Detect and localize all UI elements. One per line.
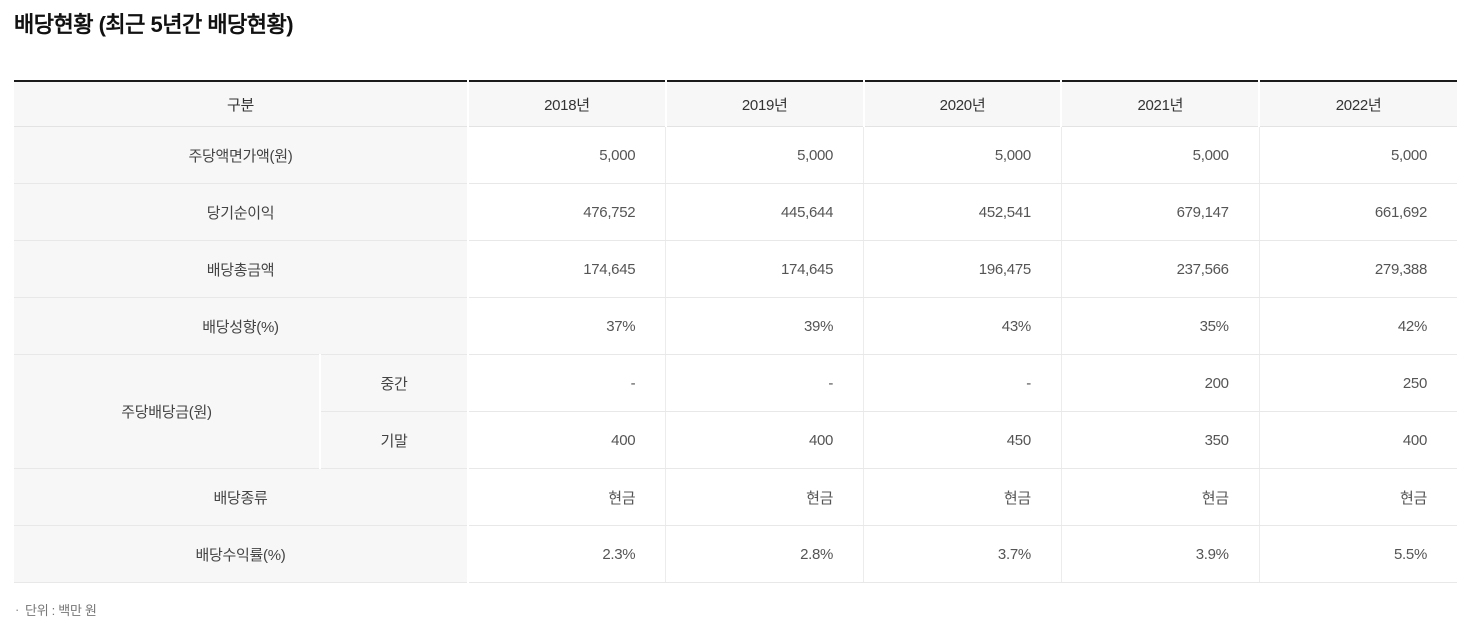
cell-value: 400	[665, 411, 864, 469]
row-label: 당기순이익	[14, 183, 469, 241]
table-header-row: 구분 2018년 2019년 2020년 2021년 2022년	[14, 81, 1457, 127]
cell-value: 5,000	[665, 126, 864, 184]
table-row-par-value: 주당액면가액(원) 5,000 5,000 5,000 5,000 5,000	[14, 126, 1457, 184]
row-label: 배당총금액	[14, 240, 469, 298]
cell-value: 174,645	[467, 240, 666, 298]
cell-value: 37%	[467, 297, 666, 355]
bullet-icon: ·	[15, 602, 20, 617]
header-year-2018: 2018년	[467, 81, 666, 127]
cell-value: 35%	[1060, 297, 1260, 355]
row-label: 주당액면가액(원)	[14, 126, 469, 184]
table-row-net-income: 당기순이익 476,752 445,644 452,541 679,147 66…	[14, 183, 1457, 241]
cell-value: 42%	[1258, 297, 1457, 355]
unit-footnote: · 단위 : 백만 원	[14, 600, 1457, 619]
header-year-2021: 2021년	[1060, 81, 1260, 127]
cell-value: 39%	[665, 297, 864, 355]
header-year-2019: 2019년	[664, 81, 864, 127]
cell-value: 400	[1258, 411, 1457, 469]
cell-value: -	[665, 354, 864, 412]
cell-value: 200	[1060, 354, 1260, 412]
row-sublabel-interim: 중간	[318, 354, 469, 412]
cell-value: 현금	[467, 468, 666, 526]
cell-value: 현금	[1258, 468, 1457, 526]
cell-value: 2.8%	[665, 525, 864, 583]
cell-value: -	[467, 354, 666, 412]
cell-value: 350	[1060, 411, 1260, 469]
table-row-dps-interim: 주당배당금(원) 중간 - - - 200 250	[14, 354, 1457, 469]
header-category-label: 구분	[14, 81, 469, 127]
cell-value: 450	[863, 411, 1062, 469]
cell-value: 5,000	[1258, 126, 1457, 184]
cell-value: 5,000	[1060, 126, 1260, 184]
cell-value: 5.5%	[1258, 525, 1457, 583]
cell-value: 679,147	[1060, 183, 1260, 241]
cell-value: 476,752	[467, 183, 666, 241]
cell-value: 174,645	[665, 240, 864, 298]
cell-value: 현금	[1060, 468, 1260, 526]
page-title: 배당현황 (최근 5년간 배당현황)	[14, 12, 294, 37]
header-year-2020: 2020년	[862, 81, 1062, 127]
table-row-payout-ratio: 배당성향(%) 37% 39% 43% 35% 42%	[14, 297, 1457, 355]
cell-value: 3.9%	[1060, 525, 1260, 583]
cell-value: 400	[467, 411, 666, 469]
dividend-table: 구분 2018년 2019년 2020년 2021년 2022년 주당액면가액(…	[14, 80, 1457, 583]
cell-value: 5,000	[467, 126, 666, 184]
cell-value: 43%	[863, 297, 1062, 355]
unit-footnote-text: 단위 : 백만 원	[25, 603, 97, 618]
row-label: 배당수익률(%)	[14, 525, 469, 583]
table-row-dividend-yield: 배당수익률(%) 2.3% 2.8% 3.7% 3.9% 5.5%	[14, 525, 1457, 583]
row-label: 배당종류	[14, 468, 469, 526]
cell-value: 현금	[863, 468, 1062, 526]
cell-value: 현금	[665, 468, 864, 526]
cell-value: 5,000	[863, 126, 1062, 184]
cell-value: 3.7%	[863, 525, 1062, 583]
cell-value: 237,566	[1060, 240, 1260, 298]
cell-value: 661,692	[1258, 183, 1457, 241]
table-row-dps-final: 기말 400 400 450 350 400	[14, 411, 1457, 469]
row-sublabel-final: 기말	[318, 411, 469, 469]
table-row-dividend-type: 배당종류 현금 현금 현금 현금 현금	[14, 468, 1457, 526]
cell-value: -	[863, 354, 1062, 412]
table-row-total-dividend: 배당총금액 174,645 174,645 196,475 237,566 27…	[14, 240, 1457, 298]
cell-value: 279,388	[1258, 240, 1457, 298]
cell-value: 445,644	[665, 183, 864, 241]
cell-value: 2.3%	[467, 525, 666, 583]
row-label-dps: 주당배당금(원)	[14, 354, 320, 469]
cell-value: 250	[1258, 354, 1457, 412]
cell-value: 196,475	[863, 240, 1062, 298]
header-year-2022: 2022년	[1258, 81, 1457, 127]
row-label: 배당성향(%)	[14, 297, 469, 355]
cell-value: 452,541	[863, 183, 1062, 241]
